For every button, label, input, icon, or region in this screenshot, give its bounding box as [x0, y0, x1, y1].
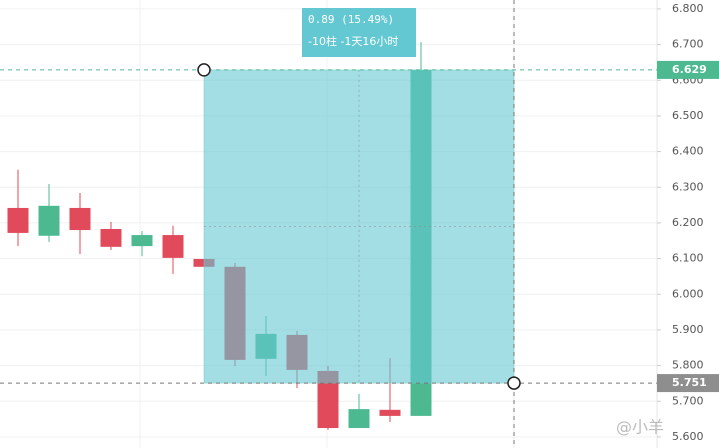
price-label: 6.629: [672, 63, 707, 76]
price-label: 5.751: [672, 376, 707, 389]
candle-body: [100, 228, 122, 247]
y-tick-label: 5.700: [672, 394, 704, 407]
measure-handle: [197, 63, 211, 77]
candle-body: [38, 205, 60, 236]
y-tick-label: 6.800: [672, 2, 704, 15]
y-tick-label: 6.100: [672, 252, 704, 265]
candle-body: [348, 409, 370, 429]
y-tick-label: 6.400: [672, 145, 704, 158]
y-tick-label: 6.200: [672, 216, 704, 229]
candle-body: [379, 409, 401, 416]
measure-tooltip: [302, 8, 416, 57]
y-tick-label: 6.700: [672, 38, 704, 51]
y-tick-label: 5.900: [672, 323, 704, 336]
candle-body: [131, 235, 153, 247]
measure-duration: -10柱 -1天16小时: [308, 34, 398, 48]
y-tick-label: 6.000: [672, 287, 704, 300]
candle-body: [7, 207, 29, 233]
y-tick-label: 6.300: [672, 180, 704, 193]
candle-body: [69, 207, 91, 231]
price-label-box: [657, 374, 719, 393]
measure-change: 0.89 (15.49%): [308, 13, 394, 26]
y-tick-label: 5.800: [672, 359, 704, 372]
y-tick-label: 6.500: [672, 109, 704, 122]
candle-body: [162, 235, 184, 258]
measure-handle: [507, 376, 521, 390]
price-label-box: [657, 60, 719, 79]
candle-body: [317, 370, 339, 429]
watermark: @小羊: [616, 418, 664, 437]
y-tick-label: 5.600: [672, 430, 704, 443]
